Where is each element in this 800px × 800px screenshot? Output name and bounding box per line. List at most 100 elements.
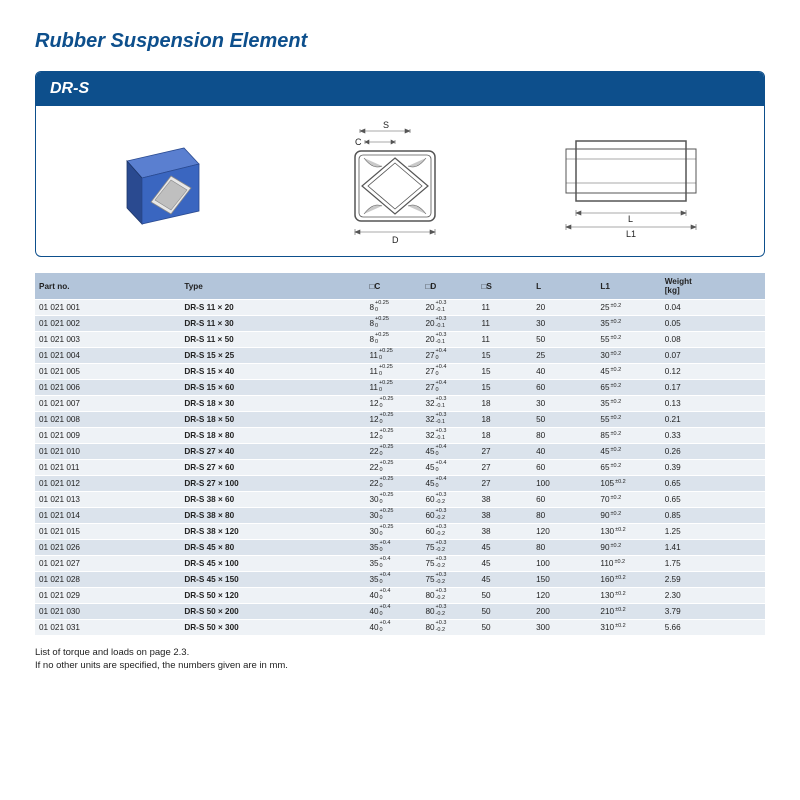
cell: 38: [477, 492, 532, 508]
cell: 11+0.250: [365, 348, 421, 364]
cell: DR-S 45 × 100: [180, 556, 365, 572]
cell: 150: [532, 572, 596, 588]
cell: 01 021 011: [35, 460, 180, 476]
table-row: 01 021 027DR-S 45 × 10035+0.4075+0.3-0.2…: [35, 556, 765, 572]
table-row: 01 021 007DR-S 18 × 3012+0.25032+0.3-0.1…: [35, 396, 765, 412]
cell: DR-S 27 × 60: [180, 460, 365, 476]
cell: 75+0.3-0.2: [421, 572, 477, 588]
column-header: Type: [180, 273, 365, 300]
cell: 55±0.2: [596, 412, 660, 428]
cell: 01 021 028: [35, 572, 180, 588]
cell: 18: [477, 396, 532, 412]
cell: 80+0.3-0.2: [421, 604, 477, 620]
cell: 100: [532, 556, 596, 572]
footnote: List of torque and loads on page 2.3. If…: [35, 646, 765, 673]
cell: 70±0.2: [596, 492, 660, 508]
cell: 1.75: [661, 556, 765, 572]
cell: 130±0.2: [596, 524, 660, 540]
cell: 12+0.250: [365, 428, 421, 444]
cell: 45±0.2: [596, 444, 660, 460]
cell: 0.07: [661, 348, 765, 364]
cell: 120: [532, 588, 596, 604]
table-row: 01 021 006DR-S 15 × 6011+0.25027+0.40156…: [35, 380, 765, 396]
cell: 2.59: [661, 572, 765, 588]
cell: 01 021 013: [35, 492, 180, 508]
cell: 50: [477, 588, 532, 604]
cell: 38: [477, 508, 532, 524]
cell: 20+0.3-0.1: [421, 332, 477, 348]
cell: DR-S 11 × 20: [180, 300, 365, 316]
label-L1: L1: [626, 229, 636, 239]
cell: 0.13: [661, 396, 765, 412]
table-row: 01 021 030DR-S 50 × 20040+0.4080+0.3-0.2…: [35, 604, 765, 620]
cell: 01 021 007: [35, 396, 180, 412]
cell: 01 021 027: [35, 556, 180, 572]
cell: 27: [477, 476, 532, 492]
cell: DR-S 18 × 80: [180, 428, 365, 444]
cell: DR-S 45 × 150: [180, 572, 365, 588]
cell: 85±0.2: [596, 428, 660, 444]
cell: 15: [477, 348, 532, 364]
panel-label: DR-S: [36, 72, 764, 106]
cell: 1.25: [661, 524, 765, 540]
cell: 11: [477, 300, 532, 316]
cell: 20+0.3-0.1: [421, 300, 477, 316]
column-header: L1: [596, 273, 660, 300]
cell: 30: [532, 316, 596, 332]
cell: 160±0.2: [596, 572, 660, 588]
cell: 80: [532, 540, 596, 556]
cell: 45: [477, 540, 532, 556]
cell: 32+0.3-0.1: [421, 428, 477, 444]
cell: 55±0.2: [596, 332, 660, 348]
cell: DR-S 11 × 30: [180, 316, 365, 332]
cell: 25±0.2: [596, 300, 660, 316]
cell: 80: [532, 508, 596, 524]
cell: 01 021 029: [35, 588, 180, 604]
cell: 100: [532, 476, 596, 492]
cell: 30±0.2: [596, 348, 660, 364]
cell: 12+0.250: [365, 396, 421, 412]
cell: DR-S 11 × 50: [180, 332, 365, 348]
cell: DR-S 15 × 25: [180, 348, 365, 364]
cell: 32+0.3-0.1: [421, 412, 477, 428]
cell: 60+0.3-0.2: [421, 524, 477, 540]
label-D: D: [392, 235, 399, 245]
cell: 15: [477, 380, 532, 396]
cell: 80+0.3-0.2: [421, 620, 477, 636]
cell: 20: [532, 300, 596, 316]
cell: 45+0.40: [421, 476, 477, 492]
panel-body: S C: [36, 106, 764, 256]
table-row: 01 021 013DR-S 38 × 6030+0.25060+0.3-0.2…: [35, 492, 765, 508]
cell: 1.41: [661, 540, 765, 556]
cell: 0.04: [661, 300, 765, 316]
front-view: S C: [282, 116, 518, 246]
cell: 27+0.40: [421, 364, 477, 380]
cell: 0.65: [661, 492, 765, 508]
cell: DR-S 15 × 60: [180, 380, 365, 396]
cell: 01 021 006: [35, 380, 180, 396]
cell: 0.39: [661, 460, 765, 476]
cell: 0.85: [661, 508, 765, 524]
cell: 40+0.40: [365, 588, 421, 604]
cell: 01 021 012: [35, 476, 180, 492]
cell: 60: [532, 380, 596, 396]
cell: 40: [532, 444, 596, 460]
cell: 210±0.2: [596, 604, 660, 620]
cell: 60+0.3-0.2: [421, 492, 477, 508]
cell: 40: [532, 364, 596, 380]
cell: 50: [477, 620, 532, 636]
cell: 200: [532, 604, 596, 620]
cell: 35+0.40: [365, 540, 421, 556]
column-header: L: [532, 273, 596, 300]
cell: 45±0.2: [596, 364, 660, 380]
cell: 01 021 001: [35, 300, 180, 316]
side-view: L L1: [518, 121, 754, 241]
cell: 01 021 010: [35, 444, 180, 460]
cell: DR-S 38 × 120: [180, 524, 365, 540]
cell: 310±0.2: [596, 620, 660, 636]
cell: 110±0.2: [596, 556, 660, 572]
cell: 40+0.40: [365, 620, 421, 636]
table-row: 01 021 003DR-S 11 × 508+0.25020+0.3-0.11…: [35, 332, 765, 348]
cell: 01 021 014: [35, 508, 180, 524]
cell: 90±0.2: [596, 508, 660, 524]
